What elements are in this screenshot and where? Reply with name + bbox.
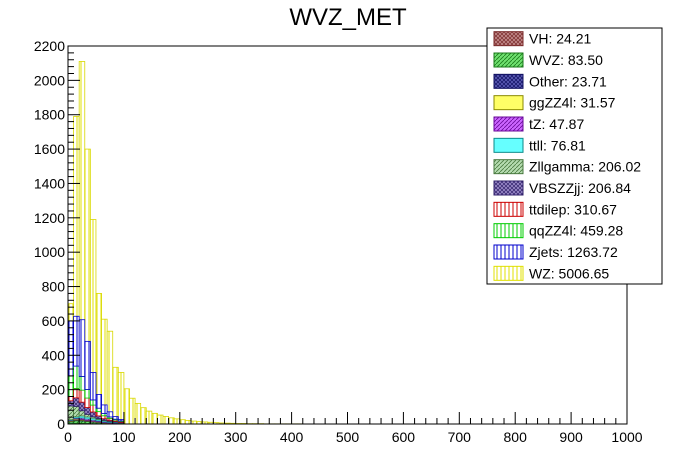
legend-label: Zjets: 1263.72 bbox=[529, 244, 618, 260]
bar-wz-bin-19 bbox=[173, 418, 181, 425]
legend-swatch bbox=[493, 180, 524, 196]
x-tick-label: 700 bbox=[448, 429, 472, 445]
legend-swatch bbox=[493, 159, 524, 175]
bar-zllgamma-bin-2 bbox=[78, 410, 86, 417]
bar-zjets-bin-3 bbox=[84, 340, 91, 390]
legend-box bbox=[486, 27, 663, 285]
legend-swatch bbox=[493, 223, 524, 239]
bar-wz-bin-20 bbox=[179, 419, 186, 425]
legend-swatch bbox=[493, 73, 524, 89]
bar-zllgamma-bin-1 bbox=[73, 406, 80, 418]
histogram-bars bbox=[67, 61, 304, 425]
y-tick-label: 800 bbox=[42, 279, 66, 295]
bar-zjets-bin-9 bbox=[117, 419, 125, 422]
bar-wz-bin-16 bbox=[157, 414, 164, 425]
bar-zjets-bin-1 bbox=[73, 315, 80, 367]
y-tick-label: 400 bbox=[42, 347, 66, 363]
x-tick-label: 400 bbox=[280, 429, 304, 445]
legend-swatch bbox=[493, 265, 524, 281]
bar-zjets-bin-5 bbox=[95, 394, 102, 409]
legend-label: VBSZZjj: 206.84 bbox=[529, 180, 631, 196]
legend-label: ttll: 76.81 bbox=[529, 137, 586, 153]
bar-zjets-bin-4 bbox=[89, 372, 97, 401]
bar-zjets-bin-2 bbox=[78, 319, 86, 377]
bar-vbszzjj-bin-3 bbox=[84, 407, 91, 415]
y-tick-label: 1200 bbox=[34, 210, 65, 226]
y-tick-label: 2000 bbox=[34, 72, 65, 88]
x-tick-label: 600 bbox=[392, 429, 416, 445]
bar-zjets-bin-8 bbox=[112, 416, 119, 420]
bar-wz-bin-9 bbox=[117, 372, 125, 425]
bar-qqzz4l-bin-3 bbox=[84, 389, 91, 399]
bar-ttdilep-bin-4 bbox=[89, 404, 97, 413]
legend-swatch bbox=[493, 52, 524, 68]
legend-label: ggZZ4l: 31.57 bbox=[529, 95, 616, 111]
bar-ttdilep-bin-0 bbox=[67, 396, 74, 402]
bar-vbszzjj-bin-2 bbox=[78, 401, 86, 412]
legend-swatch bbox=[493, 116, 524, 132]
y-tick-label: 0 bbox=[57, 416, 65, 432]
bar-qqzz4l-bin-1 bbox=[73, 365, 80, 389]
legend-label: VH: 24.21 bbox=[529, 31, 591, 47]
bar-wz-bin-7 bbox=[106, 330, 114, 425]
x-tick-label: 800 bbox=[504, 429, 528, 445]
legend-swatch bbox=[493, 244, 524, 260]
legend-label: WVZ: 83.50 bbox=[529, 52, 603, 68]
y-tick-label: 1600 bbox=[34, 141, 65, 157]
bar-wz-bin-8 bbox=[112, 366, 119, 425]
bar-zllgamma-bin-0 bbox=[67, 405, 74, 421]
legend-label: ttdilep: 310.67 bbox=[529, 201, 617, 217]
legend: VH: 24.21 WVZ: 83.50 Other: 23.71 ggZZ4l: 3… bbox=[486, 27, 663, 285]
bar-wz-bin-18 bbox=[168, 417, 175, 425]
bar-zjets-bin-7 bbox=[106, 411, 114, 418]
bar-wz-bin-15 bbox=[151, 412, 158, 425]
y-tick-label: 1000 bbox=[34, 244, 65, 260]
y-tick-label: 600 bbox=[42, 313, 66, 329]
legend-label: Zllgamma: 206.02 bbox=[529, 159, 641, 175]
x-tick-label: 1000 bbox=[611, 429, 642, 445]
bar-qqzz4l-bin-5 bbox=[95, 407, 102, 413]
legend-label: Other: 23.71 bbox=[529, 73, 607, 89]
x-tick-label: 300 bbox=[224, 429, 248, 445]
y-tick-label: 1400 bbox=[34, 175, 65, 191]
bar-zjets-bin-6 bbox=[101, 404, 108, 414]
bar-vbszzjj-bin-4 bbox=[89, 411, 97, 418]
bar-wz-bin-17 bbox=[162, 416, 170, 425]
bar-ttdilep-bin-3 bbox=[84, 397, 91, 408]
bar-qqzz4l-bin-0 bbox=[67, 375, 74, 397]
legend-label: qqZZ4l: 459.28 bbox=[529, 223, 623, 239]
legend-swatch bbox=[493, 95, 524, 111]
x-tick-label: 0 bbox=[64, 429, 72, 445]
x-tick-label: 200 bbox=[168, 429, 192, 445]
axes: 0 100 200 300 400 500 600 700 800 900 1000 0 200 400 6… bbox=[34, 38, 643, 445]
chart-title: WVZ_MET bbox=[289, 4, 407, 31]
bar-wz-bin-14 bbox=[145, 410, 153, 425]
legend-swatch bbox=[493, 137, 524, 153]
legend-swatch bbox=[493, 31, 524, 47]
y-tick-label: 1800 bbox=[34, 107, 65, 123]
bar-wz-bin-10 bbox=[123, 388, 130, 425]
legend-swatch bbox=[493, 201, 524, 217]
bar-wz-bin-21 bbox=[184, 419, 192, 425]
bar-wz-bin-13 bbox=[140, 407, 147, 425]
y-tick-label: 200 bbox=[42, 382, 66, 398]
y-tick-label: 2200 bbox=[34, 38, 65, 54]
x-tick-label: 900 bbox=[559, 429, 583, 445]
bar-vbszzjj-bin-1 bbox=[73, 397, 80, 407]
bar-wz-bin-12 bbox=[134, 402, 142, 425]
bar-ttdilep-bin-6 bbox=[101, 415, 108, 420]
legend-label: tZ: 47.87 bbox=[529, 116, 584, 132]
bar-ttdilep-bin-5 bbox=[95, 411, 102, 417]
bar-qqzz4l-bin-2 bbox=[78, 376, 86, 391]
bar-qqzz4l-bin-4 bbox=[89, 399, 97, 406]
x-tick-label: 100 bbox=[112, 429, 136, 445]
bar-wz-bin-11 bbox=[129, 397, 136, 425]
x-tick-label: 500 bbox=[336, 429, 360, 445]
bar-ttdilep-bin-2 bbox=[78, 389, 86, 403]
legend-label: WZ: 5006.65 bbox=[529, 265, 609, 281]
